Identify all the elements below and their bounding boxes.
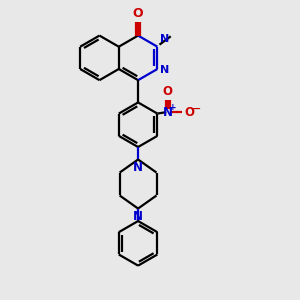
Text: N: N	[163, 106, 173, 118]
Text: O: O	[184, 106, 194, 118]
Text: N: N	[160, 34, 169, 44]
Text: N: N	[133, 210, 143, 223]
Text: −: −	[192, 103, 201, 113]
Text: N: N	[160, 65, 169, 75]
Text: O: O	[163, 85, 173, 98]
Text: +: +	[169, 103, 177, 112]
Text: O: O	[133, 7, 143, 20]
Text: N: N	[133, 161, 143, 174]
